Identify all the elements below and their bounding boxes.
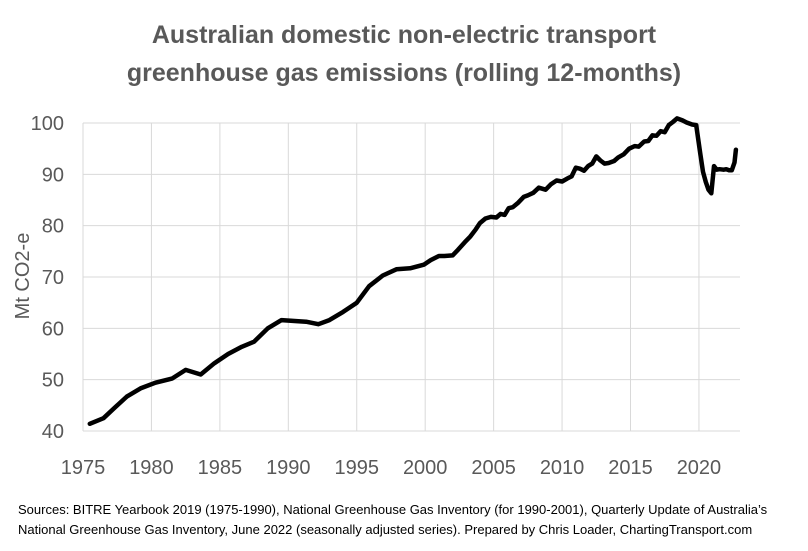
y-tick-label: 50 <box>42 370 64 392</box>
y-tick-label: 100 <box>31 113 64 135</box>
y-axis-label: Mt CO2-e <box>12 233 34 320</box>
x-tick-label: 1980 <box>129 457 174 479</box>
y-tick-label: 60 <box>42 318 64 340</box>
y-axis-tick-labels: 40 50 60 70 80 90 100 <box>31 113 64 443</box>
y-tick-label: 90 <box>42 164 64 186</box>
x-tick-label: 2020 <box>677 457 722 479</box>
series-line <box>87 116 739 427</box>
chart-title: Australian domestic non-electric transpo… <box>0 16 808 92</box>
series-group <box>87 116 739 427</box>
y-tick-label: 80 <box>42 216 64 238</box>
source-note: Sources: BITRE Yearbook 2019 (1975-1990)… <box>18 500 798 540</box>
chart-title-line-2: greenhouse gas emissions (rolling 12-mon… <box>126 59 682 87</box>
x-tick-label: 2015 <box>608 457 653 479</box>
gridlines <box>82 122 740 432</box>
y-tick-label: 70 <box>42 267 64 289</box>
x-tick-label: 2010 <box>540 457 585 479</box>
source-line-2: National Greenhouse Gas Inventory, June … <box>18 522 753 537</box>
chart-title-line-1: Australian domestic non-electric transpo… <box>151 21 657 49</box>
y-tick-label: 40 <box>42 421 64 443</box>
x-tick-label: 2000 <box>403 457 448 479</box>
source-line-1: Sources: BITRE Yearbook 2019 (1975-1990)… <box>18 502 768 517</box>
x-tick-label: 1985 <box>198 457 243 479</box>
x-tick-label: 1995 <box>335 457 380 479</box>
x-axis-tick-labels: 1975 1980 1985 1990 1995 2000 2005 2010 2015 2020 <box>61 457 721 479</box>
x-tick-label: 1990 <box>266 457 311 479</box>
x-tick-label: 2005 <box>471 457 516 479</box>
x-tick-label: 1975 <box>61 457 106 479</box>
